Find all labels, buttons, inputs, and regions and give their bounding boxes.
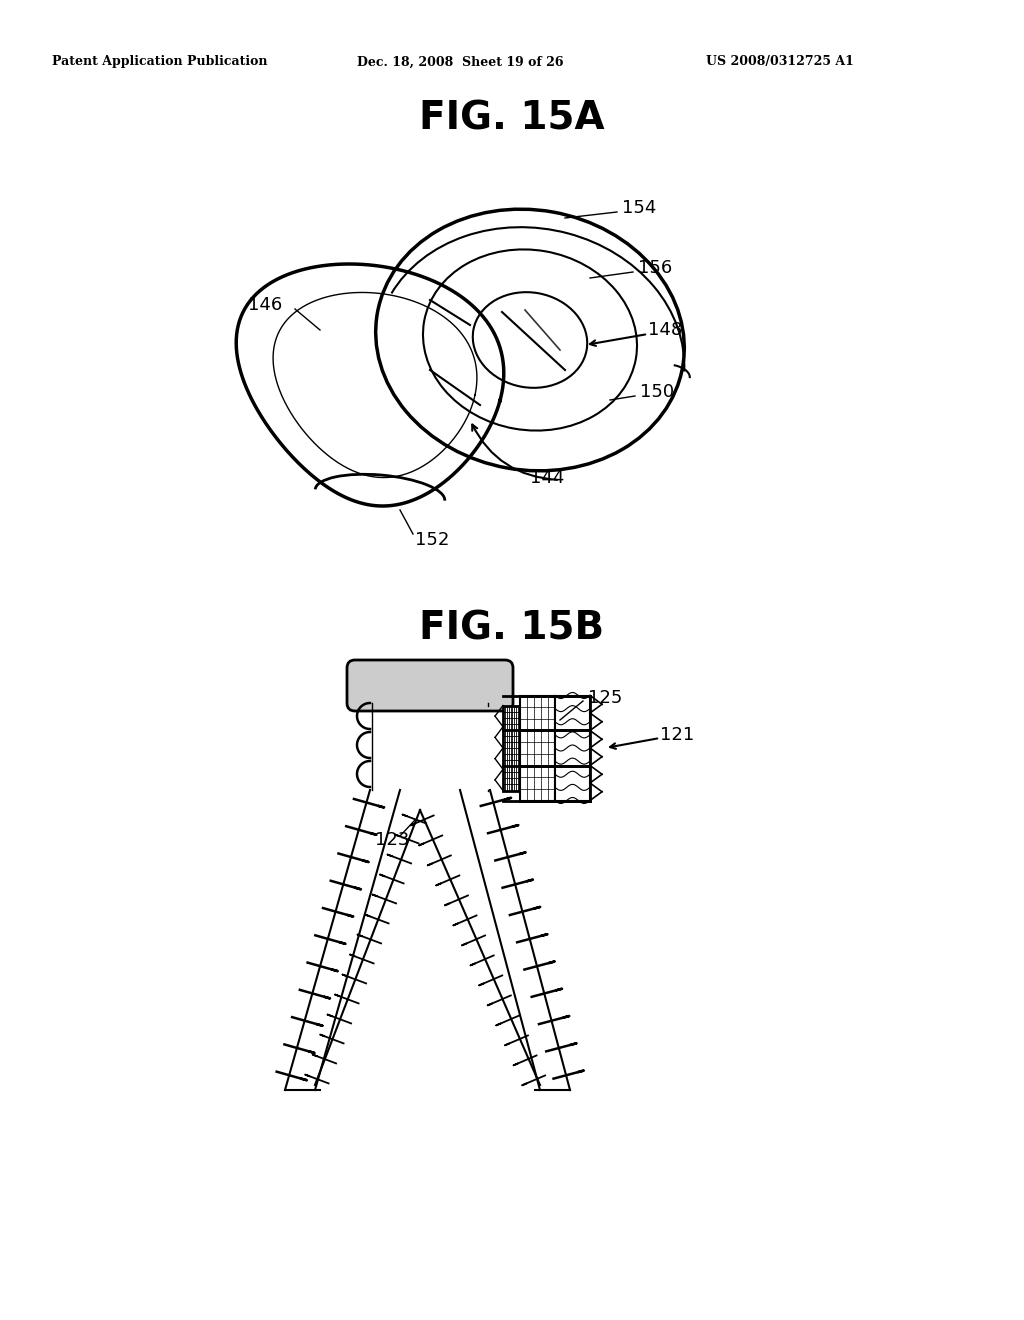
FancyBboxPatch shape [347, 660, 513, 711]
Text: 146: 146 [248, 296, 283, 314]
Text: 152: 152 [415, 531, 450, 549]
Text: 123: 123 [375, 832, 410, 849]
Text: 154: 154 [622, 199, 656, 216]
Text: US 2008/0312725 A1: US 2008/0312725 A1 [707, 55, 854, 69]
Bar [555, 696, 590, 800]
Text: Patent Application Publication: Patent Application Publication [52, 55, 267, 69]
Text: FIG. 15B: FIG. 15B [420, 609, 604, 647]
Text: 150: 150 [640, 383, 674, 401]
Text: 148: 148 [648, 321, 682, 339]
Bar [503, 705, 520, 791]
Bar [520, 696, 555, 800]
Text: 144: 144 [530, 469, 564, 487]
Text: 121: 121 [660, 726, 694, 744]
Text: 125: 125 [588, 689, 623, 708]
Text: FIG. 15A: FIG. 15A [419, 99, 605, 137]
Text: Dec. 18, 2008  Sheet 19 of 26: Dec. 18, 2008 Sheet 19 of 26 [356, 55, 563, 69]
Text: 156: 156 [638, 259, 672, 277]
